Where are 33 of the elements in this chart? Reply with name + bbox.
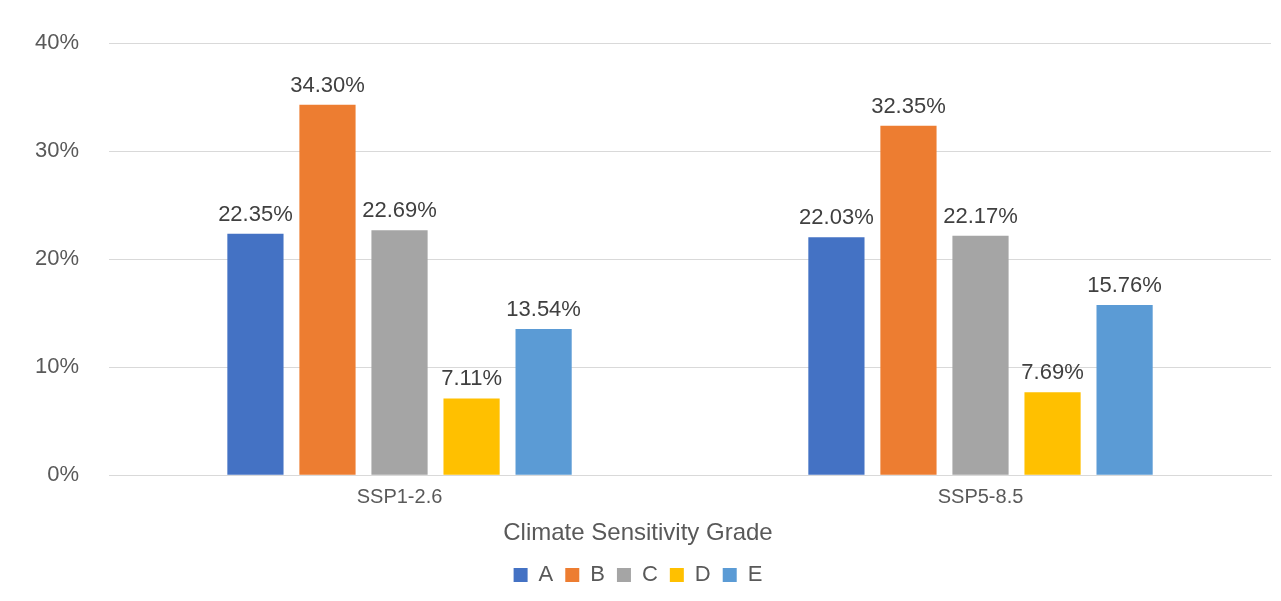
bar <box>952 235 1009 475</box>
data-label: 7.11% <box>441 365 502 391</box>
bar <box>1024 392 1081 475</box>
bar <box>227 233 284 475</box>
data-label: 22.35% <box>218 200 293 226</box>
bar <box>808 237 865 475</box>
legend-label: E <box>747 561 763 587</box>
data-label: 22.69% <box>362 197 437 223</box>
bar <box>880 125 937 475</box>
y-tick-label: 10% <box>34 353 80 379</box>
legend-title: Climate Sensitivity Grade <box>503 517 773 545</box>
data-label: 22.17% <box>943 202 1018 228</box>
x-tick-label: SSP1-2.6 <box>356 484 443 507</box>
data-label: 13.54% <box>506 296 581 322</box>
data-label: 34.30% <box>290 71 365 97</box>
legend-label: B <box>590 561 605 587</box>
legend-label: D <box>694 561 711 587</box>
bar <box>371 230 428 475</box>
data-label: 32.35% <box>871 92 946 118</box>
legend-label: A <box>538 561 554 587</box>
y-tick-label: 40% <box>34 29 80 55</box>
bar <box>299 104 356 475</box>
data-label: 7.69% <box>1021 359 1084 385</box>
y-tick-label: 0% <box>47 461 80 487</box>
bar <box>1096 304 1153 475</box>
data-label: 15.76% <box>1087 272 1162 298</box>
y-tick-label: 30% <box>34 137 80 163</box>
bar <box>443 398 500 475</box>
legend-label: C <box>641 561 658 587</box>
x-tick-label: SSP5-8.5 <box>937 484 1024 507</box>
y-tick-label: 20% <box>34 245 80 271</box>
bar <box>515 328 572 475</box>
data-label: 22.03% <box>799 204 874 230</box>
